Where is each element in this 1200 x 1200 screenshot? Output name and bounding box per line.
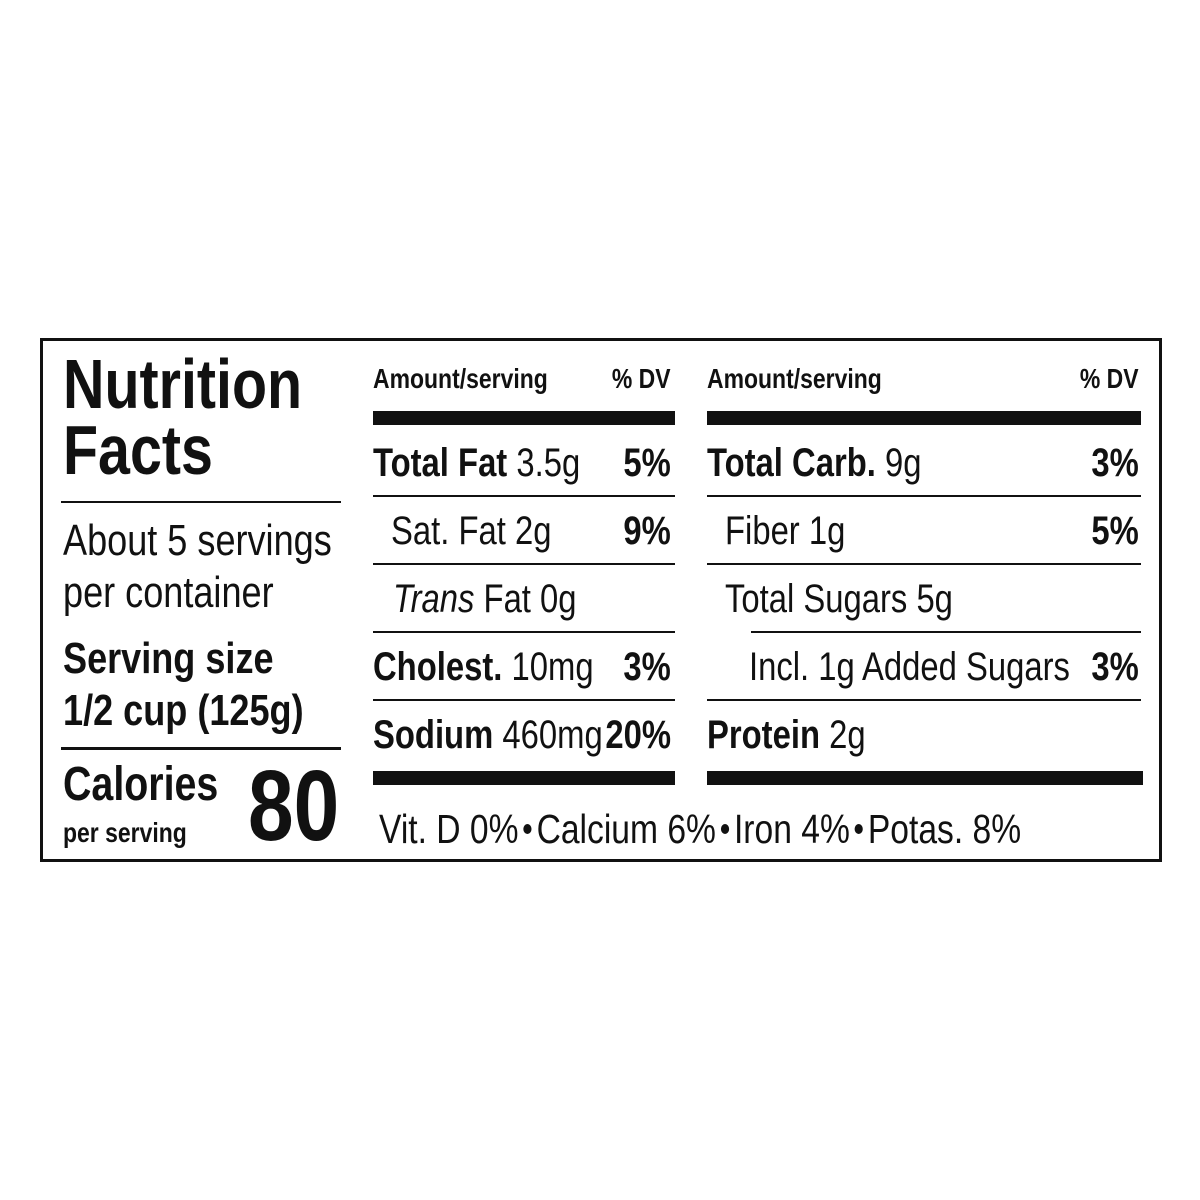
nutrient-name: Cholest. bbox=[373, 645, 503, 689]
serving-size-label: Serving size bbox=[63, 634, 274, 683]
nutrient-dv-text: 3% bbox=[1091, 441, 1139, 485]
divider bbox=[707, 495, 1141, 497]
nutrient-name: Total Fat bbox=[373, 441, 508, 485]
nutrient-row-total-carb: Total Carb. 9g bbox=[707, 439, 969, 487]
right-header-amount: Amount/serving bbox=[707, 363, 920, 395]
nutrient-dv-text: 9% bbox=[623, 509, 671, 553]
nutrient-name: Protein bbox=[707, 713, 820, 757]
nutrient-dv: 9% bbox=[613, 507, 671, 555]
nutrient-row-total-sugars: Total Sugars 5g bbox=[725, 575, 1003, 623]
nutrient-name: Total Sugars bbox=[725, 577, 908, 621]
nutrient-dv-text: 3% bbox=[623, 645, 671, 689]
divider bbox=[707, 563, 1141, 565]
nutrient-amount: 3.5g bbox=[516, 441, 581, 485]
nutrition-facts-label: Nutrition Facts About 5 servings per con… bbox=[40, 338, 1162, 862]
calories-label-text: Calories bbox=[63, 758, 219, 811]
divider bbox=[373, 631, 675, 633]
nutrient-dv: 3% bbox=[613, 643, 671, 691]
calories-value: 80 bbox=[228, 751, 339, 861]
nutrition-facts-title: Nutrition Facts bbox=[63, 345, 355, 489]
nutrient-name: Sodium bbox=[373, 713, 494, 757]
calories-value-text: 80 bbox=[247, 750, 339, 862]
nutrient-name: Sat. Fat bbox=[391, 509, 506, 553]
nutrient-name: Fiber bbox=[725, 509, 800, 553]
servings-per-container: About 5 servings per container bbox=[63, 515, 391, 619]
servings-line-2: per container bbox=[63, 568, 274, 617]
nutrient-name: Total Carb. bbox=[707, 441, 876, 485]
divider bbox=[373, 699, 675, 701]
calcium: Calcium 6% bbox=[536, 806, 716, 852]
nutrient-row-trans-fat: Trans Fat 0g bbox=[393, 575, 617, 623]
nutrient-row-cholesterol: Cholest. 10mg bbox=[373, 643, 642, 691]
thick-rule bbox=[707, 411, 1141, 425]
vitamin-d: Vit. D 0% bbox=[379, 806, 519, 852]
nutrient-row-fiber: Fiber 1g bbox=[725, 507, 872, 555]
nutrient-row-added-sugars: Incl. 1g Added Sugars bbox=[749, 643, 1140, 691]
nutrient-dv-text: 3% bbox=[1091, 645, 1139, 689]
nutrient-amount: 5g bbox=[916, 577, 953, 621]
calories-label: Calories bbox=[63, 759, 252, 811]
nutrient-amount: 9g bbox=[884, 441, 922, 485]
nutrient-dv: 3% bbox=[1081, 439, 1139, 487]
serving-size: Serving size 1/2 cup (125g) bbox=[63, 633, 356, 737]
divider bbox=[707, 699, 1141, 701]
iron: Iron 4% bbox=[733, 806, 850, 852]
divider bbox=[373, 495, 675, 497]
left-header-amount: Amount/serving bbox=[373, 363, 586, 395]
left-header-amount-text: Amount/serving bbox=[373, 363, 548, 394]
nutrient-row-sodium: Sodium 460mg bbox=[373, 711, 653, 759]
nutrient-amount: 2g bbox=[829, 713, 866, 757]
divider bbox=[751, 631, 1141, 633]
nutrient-row-sat-fat: Sat. Fat 2g bbox=[391, 507, 587, 555]
calories-sublabel: per serving bbox=[63, 817, 214, 849]
divider bbox=[61, 501, 341, 503]
nutrient-row-total-fat: Total Fat 3.5g bbox=[373, 439, 626, 487]
thick-rule bbox=[373, 411, 675, 425]
nutrient-dv: 3% bbox=[1081, 643, 1139, 691]
vitamins-minerals: Vit. D 0% Calcium 6% Iron 4% Potas. 8% bbox=[379, 803, 1162, 855]
nutrient-amount: 1g bbox=[808, 509, 846, 553]
divider bbox=[373, 563, 675, 565]
left-header-dv-text: % DV bbox=[612, 363, 671, 394]
bullet-separator bbox=[720, 824, 730, 835]
nutrient-name-suffix: Fat bbox=[483, 577, 531, 621]
thick-rule bbox=[373, 771, 675, 785]
right-header-dv: % DV bbox=[1067, 363, 1139, 395]
right-header-dv-text: % DV bbox=[1080, 363, 1139, 394]
nutrient-name: Trans bbox=[393, 577, 475, 621]
title-line-2: Facts bbox=[63, 411, 213, 489]
potassium: Potas. 8% bbox=[867, 806, 1022, 852]
nutrient-dv-text: 5% bbox=[1091, 509, 1139, 553]
divider bbox=[61, 747, 341, 750]
servings-line-1: About 5 servings bbox=[63, 516, 332, 565]
right-header-amount-text: Amount/serving bbox=[707, 363, 882, 394]
nutrient-name: Incl. 1g Added Sugars bbox=[749, 645, 1070, 689]
calories-sublabel-text: per serving bbox=[63, 817, 187, 848]
bullet-separator bbox=[854, 824, 863, 835]
serving-size-value: 1/2 cup (125g) bbox=[63, 686, 304, 735]
nutrient-amount: 10mg bbox=[511, 645, 594, 689]
nutrient-amount: 460mg bbox=[502, 713, 603, 757]
nutrient-amount: 2g bbox=[514, 509, 552, 553]
title-line-1: Nutrition bbox=[63, 345, 303, 423]
nutrient-dv-text: 20% bbox=[605, 713, 671, 757]
bullet-separator bbox=[523, 824, 532, 835]
left-header-dv: % DV bbox=[599, 363, 671, 395]
nutrient-dv: 5% bbox=[1081, 507, 1139, 555]
nutrient-amount: 0g bbox=[540, 577, 577, 621]
nutrient-dv-text: 5% bbox=[623, 441, 671, 485]
nutrient-dv: 5% bbox=[613, 439, 671, 487]
nutrient-row-protein: Protein 2g bbox=[707, 711, 900, 759]
thick-rule bbox=[707, 771, 1143, 785]
nutrient-dv: 20% bbox=[591, 711, 671, 759]
